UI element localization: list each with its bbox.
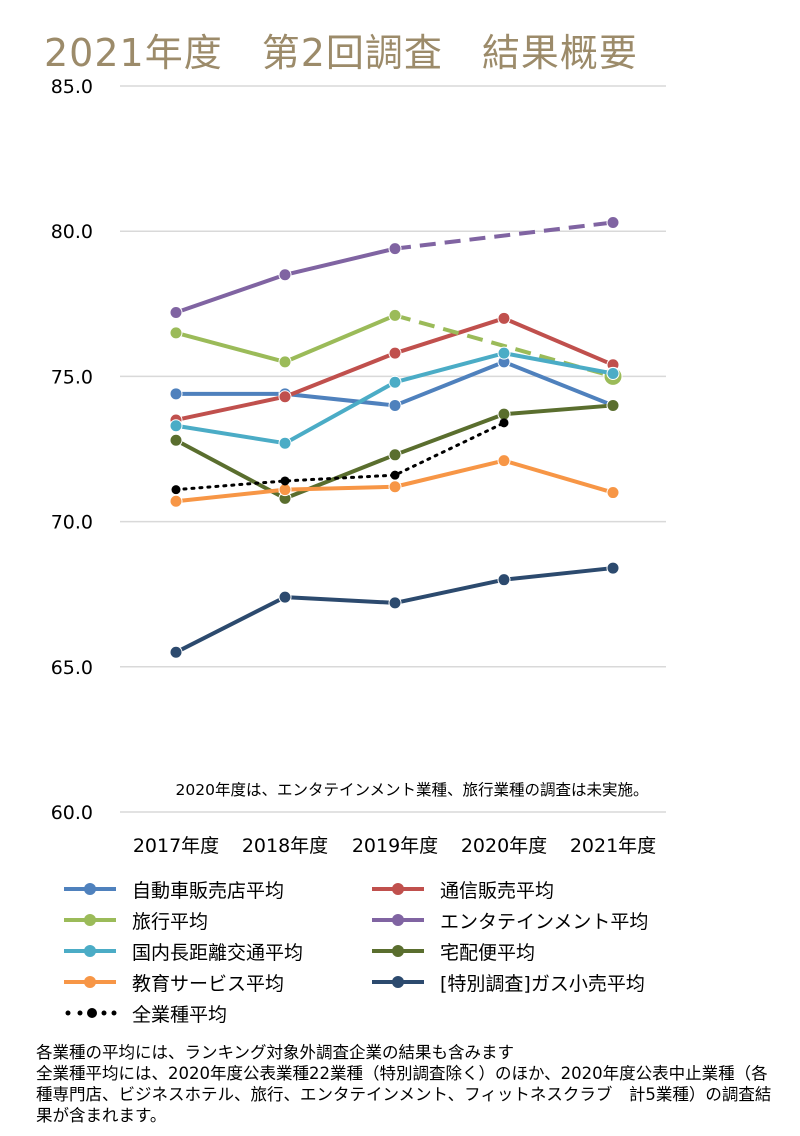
x-tick-label: 2019年度: [352, 835, 438, 857]
data-point: [606, 366, 620, 380]
series-line: [175, 313, 396, 364]
legend-label: エンタテインメント平均: [440, 910, 649, 933]
data-point: [390, 470, 400, 480]
footnote-1: 各業種の平均には、ランキング対象外調査企業の結果も含みます: [36, 1043, 515, 1062]
data-point: [497, 407, 511, 421]
series-line: [175, 351, 614, 446]
series-2: [169, 308, 623, 386]
legend-swatch: [372, 883, 424, 895]
data-point: [171, 485, 181, 495]
data-point: [388, 596, 402, 610]
data-point: [169, 433, 183, 447]
data-point: [278, 355, 292, 369]
series-6: [169, 454, 620, 508]
data-point: [169, 326, 183, 340]
legend-label: 通信販売平均: [440, 879, 555, 902]
y-tick-label: 80.0: [51, 221, 93, 243]
footnote-2: 全業種平均には、2020年度公表業種22業種（特別調査除く）のほか、2020年度…: [36, 1064, 772, 1125]
legend-label: 宅配便平均: [440, 941, 536, 964]
chart-title: 2021年度 第2回調査 結果概要: [44, 31, 638, 75]
data-point: [499, 418, 509, 428]
legend-item: 国内長距離交通平均: [62, 936, 303, 966]
data-point: [388, 308, 402, 322]
legend-item: 自動車販売店平均: [62, 874, 284, 904]
data-point: [278, 590, 292, 604]
data-point: [169, 645, 183, 659]
series-line: [174, 421, 506, 492]
legend-swatch: [372, 976, 424, 988]
series-line: [175, 566, 614, 655]
x-tick-label: 2020年度: [461, 835, 547, 857]
series-3: [169, 215, 620, 320]
legend-swatch: [64, 914, 116, 926]
chart-annotation: 2020年度は、エンタテインメント業種、旅行業種の調査は未実施。: [176, 781, 649, 799]
footnotes: 各業種の平均には、ランキング対象外調査企業の結果も含みます 全業種平均には、20…: [36, 1042, 776, 1126]
line-chart: 85.0 80.0 75.0 70.0 65.0 60.0 2017年度 2018年度 2019…: [51, 76, 666, 857]
legend-swatch: [65, 1008, 117, 1018]
legend-item: [特別調査]ガス小売平均: [370, 967, 645, 997]
x-tick-label: 2017年度: [133, 835, 219, 857]
data-point: [169, 306, 183, 320]
data-point: [278, 390, 292, 404]
data-point: [388, 448, 402, 462]
y-tick-label: 60.0: [51, 802, 93, 824]
legend-swatch: [64, 976, 116, 988]
data-point: [606, 561, 620, 575]
series-4: [169, 346, 620, 450]
legend-label: [特別調査]ガス小売平均: [440, 972, 645, 995]
series-7: [169, 561, 620, 659]
legend-item: 旅行平均: [62, 905, 208, 935]
legend-label: 全業種平均: [132, 1003, 228, 1026]
legend-item: 全業種平均: [62, 998, 227, 1028]
data-point: [278, 436, 292, 450]
data-point: [606, 215, 620, 229]
series-8: [171, 418, 509, 495]
legend-item: 教育サービス平均: [62, 967, 284, 997]
series-5: [169, 398, 620, 505]
y-tick-label: 70.0: [51, 512, 93, 534]
legend-item: エンタテインメント平均: [370, 905, 648, 935]
series-line-dashed: [394, 220, 614, 251]
data-point: [497, 454, 511, 468]
data-point: [388, 398, 402, 412]
data-point: [497, 346, 511, 360]
data-point: [169, 387, 183, 401]
y-tick-label: 85.0: [51, 76, 93, 98]
legend-swatch: [372, 945, 424, 957]
data-point: [388, 242, 402, 256]
x-tick-label: 2018年度: [242, 835, 328, 857]
y-tick-label: 75.0: [51, 366, 93, 388]
legend-swatch: [372, 914, 424, 926]
data-point: [388, 375, 402, 389]
data-point: [388, 480, 402, 494]
data-point: [169, 419, 183, 433]
x-tick-label: 2021年度: [570, 835, 656, 857]
legend-label: 自動車販売店平均: [132, 879, 285, 902]
legend-label: 国内長距離交通平均: [132, 941, 304, 964]
data-point: [278, 483, 292, 497]
legend-item: 通信販売平均: [370, 874, 554, 904]
data-point: [497, 311, 511, 325]
data-point: [169, 494, 183, 508]
legend-swatch: [64, 883, 116, 895]
y-tick-label: 65.0: [51, 657, 93, 679]
data-point: [606, 486, 620, 500]
data-point: [606, 398, 620, 412]
data-point: [497, 573, 511, 587]
legend-item: 宅配便平均: [370, 936, 535, 966]
data-point: [388, 346, 402, 360]
legend-swatch: [64, 945, 116, 957]
legend-label: 教育サービス平均: [132, 972, 285, 995]
data-point: [278, 268, 292, 282]
data-point: [280, 476, 290, 486]
legend-label: 旅行平均: [132, 910, 209, 933]
